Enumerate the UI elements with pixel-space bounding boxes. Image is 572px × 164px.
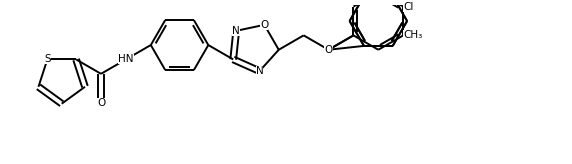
Text: O: O [324,45,333,55]
Text: N: N [256,66,263,76]
Text: O: O [260,20,268,30]
Text: HN: HN [118,54,134,64]
Text: S: S [44,54,51,64]
Text: Cl: Cl [403,2,414,12]
Text: O: O [97,98,105,108]
Text: N: N [232,26,240,36]
Text: CH₃: CH₃ [403,30,423,40]
